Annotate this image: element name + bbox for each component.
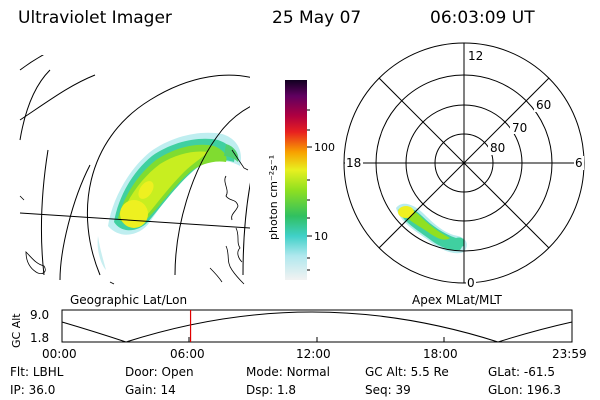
date-label: 25 May 07	[272, 8, 362, 28]
info-ip: IP: 36.0	[10, 383, 56, 397]
colorbar-unit-label: photon cm⁻²s⁻¹	[267, 155, 280, 240]
coastlines	[19, 149, 249, 285]
geographic-map	[19, 55, 250, 285]
polar-grid	[343, 42, 585, 284]
info-seq: Seq: 39	[365, 383, 411, 397]
altitude-ytick-low: 1.8	[30, 331, 49, 345]
info-gc-alt: GC Alt: 5.5 Re	[365, 365, 449, 379]
mlt-label-0: 0	[467, 276, 475, 290]
colorbar-ticks	[307, 109, 312, 271]
mlt-label-18: 18	[346, 156, 361, 170]
mlat-label-60: 60	[536, 98, 551, 112]
aurora-emission-left	[97, 132, 242, 270]
altitude-plot: 9.0 1.8 GC Alt 00:00 06:00 12:00 18:00 2…	[10, 308, 587, 361]
info-glat: GLat: -61.5	[488, 365, 555, 379]
colorbar-tick-100: 100	[314, 141, 335, 154]
altitude-curve	[61, 311, 573, 343]
altitude-xtick-1800: 18:00	[423, 347, 458, 361]
altitude-ylabel: GC Alt	[10, 313, 23, 348]
left-panel-caption: Geographic Lat/Lon	[70, 293, 187, 307]
colorbar	[285, 80, 307, 280]
altitude-xtick-0600: 06:00	[170, 347, 205, 361]
info-glon: GLon: 196.3	[488, 383, 561, 397]
mlt-label-6: 6	[575, 156, 583, 170]
mlat-label-80: 80	[490, 141, 505, 155]
info-door: Door: Open	[125, 365, 194, 379]
instrument-title: Ultraviolet Imager	[18, 8, 172, 28]
polar-plot: 12 18 6 0 60 70 80	[343, 42, 585, 290]
aurora-emission-right	[396, 203, 467, 254]
info-flt: Flt: LBHL	[10, 365, 64, 379]
info-mode: Mode: Normal	[246, 365, 330, 379]
colorbar-tick-10: 10	[314, 230, 328, 243]
lat-lon-grid	[19, 55, 250, 281]
info-gain: Gain: 14	[125, 383, 176, 397]
info-dsp: Dsp: 1.8	[246, 383, 297, 397]
altitude-xticks	[188, 337, 445, 342]
altitude-xtick-2359: 23:59	[552, 347, 587, 361]
right-panel-caption: Apex MLat/MLT	[412, 293, 502, 307]
altitude-ytick-high: 9.0	[30, 308, 49, 322]
altitude-xtick-0000: 00:00	[42, 347, 77, 361]
time-label: 06:03:09 UT	[430, 8, 535, 28]
mlt-label-12: 12	[468, 49, 483, 63]
altitude-xtick-1200: 12:00	[296, 347, 331, 361]
mlat-label-70: 70	[512, 121, 527, 135]
